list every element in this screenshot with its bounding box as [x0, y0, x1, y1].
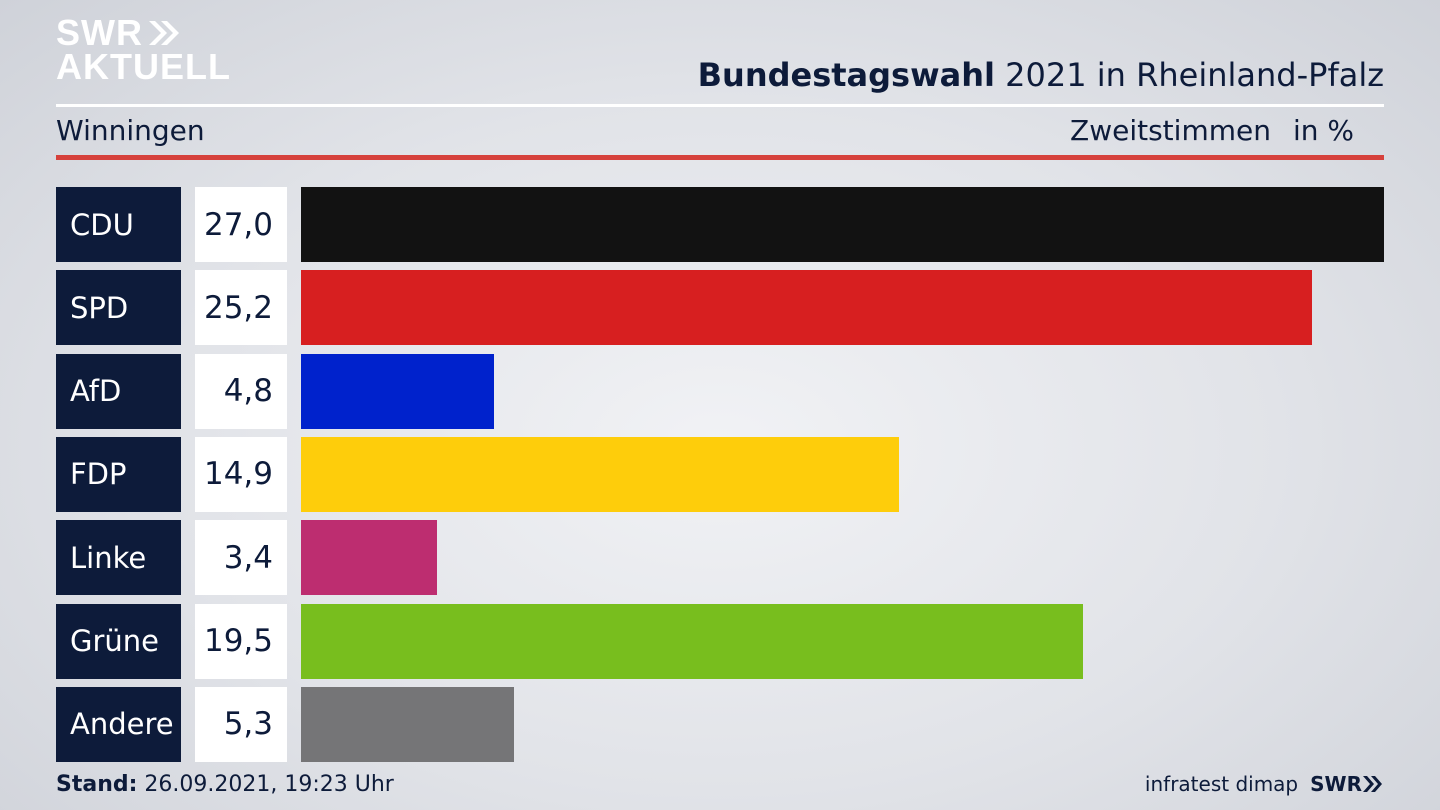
value-label: 27,0	[195, 187, 287, 262]
value-label: 25,2	[195, 270, 287, 346]
source-credit: infratest dimap SWR	[1145, 772, 1384, 796]
party-label: SPD	[56, 270, 181, 346]
source-label: infratest dimap	[1144, 772, 1299, 796]
bar	[301, 520, 437, 596]
bar	[301, 686, 514, 762]
measure-name: Zweitstimmen	[1070, 114, 1271, 147]
bar	[301, 603, 1083, 679]
bar	[301, 436, 899, 512]
timestamp: Stand: 26.09.2021, 19:23 Uhr	[56, 772, 394, 797]
bar-row: Andere 5,3	[56, 686, 1384, 762]
bar	[301, 270, 1312, 346]
party-label: AfD	[56, 353, 181, 429]
double-chevron-icon	[149, 21, 179, 45]
chart-title: Bundestagswahl 2021 in Rheinland-Pfalz	[698, 56, 1384, 94]
stand-label: Stand:	[56, 772, 138, 797]
brand-label: SWR	[1310, 772, 1362, 796]
bar-row: Grüne 19,5	[56, 603, 1384, 679]
party-label: CDU	[56, 187, 181, 262]
unit-label: in %	[1292, 114, 1354, 147]
accent-divider	[56, 155, 1384, 160]
bar	[301, 187, 1384, 262]
value-label: 14,9	[195, 436, 287, 512]
bar-row: CDU 27,0	[56, 187, 1384, 262]
bar-row: AfD 4,8	[56, 353, 1384, 429]
bar	[301, 353, 494, 429]
value-label: 19,5	[195, 603, 287, 679]
party-label: FDP	[56, 436, 181, 512]
bar-row: SPD 25,2	[56, 270, 1384, 346]
logo-line1: SWR	[56, 12, 143, 53]
value-label: 4,8	[195, 353, 287, 429]
brand-mark: SWR	[1310, 772, 1384, 796]
party-label: Grüne	[56, 603, 181, 679]
party-label: Andere	[56, 686, 181, 762]
measure-label: Zweitstimmen in %	[1070, 114, 1354, 147]
bar-chart: CDU 27,0 SPD 25,2 AfD 4,8 FDP 14,9 Linke 3,4 Grüne…	[56, 187, 1384, 770]
logo-line2: AKTUELL	[56, 46, 231, 87]
title-rest: 2021 in Rheinland-Pfalz	[1005, 56, 1384, 94]
swr-aktuell-logo: SWR AKTUELL	[56, 12, 231, 87]
bar-row: FDP 14,9	[56, 436, 1384, 512]
location-label: Winningen	[56, 114, 205, 147]
party-label: Linke	[56, 520, 181, 596]
bar-row: Linke 3,4	[56, 520, 1384, 596]
stand-value: 26.09.2021, 19:23 Uhr	[144, 772, 394, 797]
title-bold: Bundestagswahl	[697, 56, 995, 94]
header-divider	[56, 104, 1384, 107]
double-chevron-icon	[1363, 776, 1382, 792]
value-label: 5,3	[195, 686, 287, 762]
value-label: 3,4	[195, 520, 287, 596]
